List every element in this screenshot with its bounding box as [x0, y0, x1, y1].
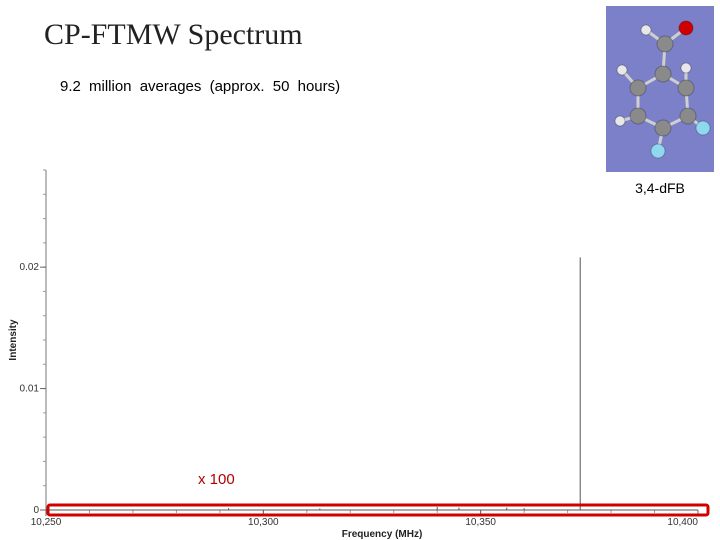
carbon-atom [677, 79, 695, 97]
oxygen-atom [678, 20, 694, 36]
fluorine-atom [650, 143, 666, 159]
x-tick-label: 10,400 [667, 517, 698, 528]
hydrogen-atom [640, 24, 652, 36]
x-tick-label: 10,250 [31, 517, 62, 528]
y-tick-label: 0.02 [20, 262, 40, 273]
slide-title: CP-FTMW Spectrum [44, 18, 303, 51]
hydrogen-atom [616, 64, 628, 76]
carbon-atom [629, 107, 647, 125]
x-tick-label: 10,350 [465, 517, 496, 528]
carbon-atom [654, 119, 672, 137]
slide-subtitle: 9.2 million averages (approx. 50 hours) [60, 78, 341, 95]
y-axis-title: Intensity [8, 319, 19, 361]
molecule-image [606, 6, 714, 172]
y-tick-label: 0.01 [20, 384, 40, 395]
molecule-structure-icon [614, 20, 711, 159]
baseline-highlight-box [46, 503, 710, 517]
fluorine-atom [695, 120, 711, 136]
carbon-atom [656, 35, 674, 53]
x-axis-title: Frequency (MHz) [342, 529, 423, 540]
magnification-annotation: x 100 [198, 471, 235, 488]
x-tick-label: 10,300 [248, 517, 279, 528]
y-tick-label: 0 [33, 505, 39, 516]
hydrogen-atom [680, 62, 692, 74]
hydrogen-atom [614, 115, 626, 127]
carbon-atom [629, 79, 647, 97]
molecule-label: 3,4-dFB [635, 180, 685, 196]
carbon-atom [654, 65, 672, 83]
carbon-atom [679, 107, 697, 125]
